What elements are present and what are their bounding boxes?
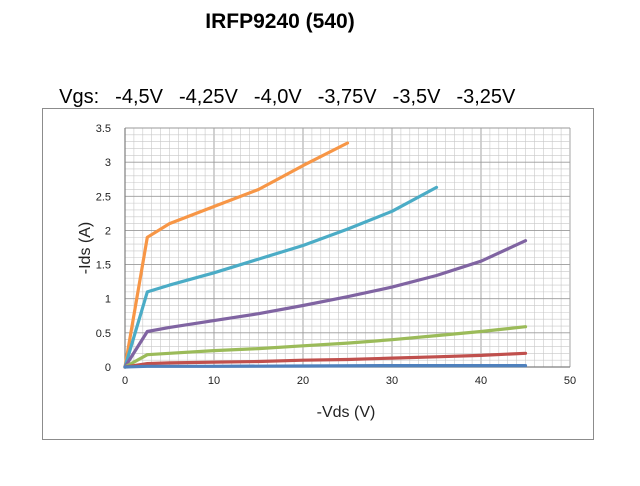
y-tick-label: 2.5 [96,191,111,203]
vgs-value: -3,5V [392,86,441,108]
x-tick-label: 10 [208,375,220,387]
x-tick-label: 30 [386,375,398,387]
x-tick-label: 20 [297,375,309,387]
x-tick-label: 50 [564,375,576,387]
x-tick-label: 0 [122,375,128,387]
series-line [123,364,528,369]
y-tick-label: 0.5 [96,328,111,340]
y-tick-label: 1 [105,294,111,306]
x-axis-label: -Vds (V) [317,404,376,421]
y-tick-label: 3 [105,157,111,169]
x-tick-label: 40 [475,375,487,387]
grid-lines [124,127,571,368]
series-line [123,239,528,369]
vgs-value: -3,75V [317,86,377,108]
y-tick-label: 3.5 [96,123,111,135]
series-line [123,141,350,369]
vgs-value: -4,0V [253,86,302,108]
chart-title: IRFP9240 (540) [205,10,355,33]
series-lines [123,141,528,369]
series-line [123,185,439,369]
tick-labels: 0 10 20 30 40 50 0 0.5 1 1.5 2 2.5 3 3.5 [96,123,576,387]
vgs-legend: Vgs: -4,5V -4,25V -4,0V -3,75V -3,5V -3,25V [48,63,531,109]
vgs-prefix: Vgs: [59,86,100,108]
y-tick-label: 2 [105,225,111,237]
series-line [123,325,528,369]
y-tick-label: 1.5 [96,260,111,272]
y-axis-label: -Ids (A) [77,222,94,274]
vgs-value: -3,25V [456,86,516,108]
vgs-value: -4,5V [115,86,163,108]
series-line [123,351,528,369]
vgs-value: -4,25V [178,86,238,108]
y-tick-label: 0 [105,362,111,374]
